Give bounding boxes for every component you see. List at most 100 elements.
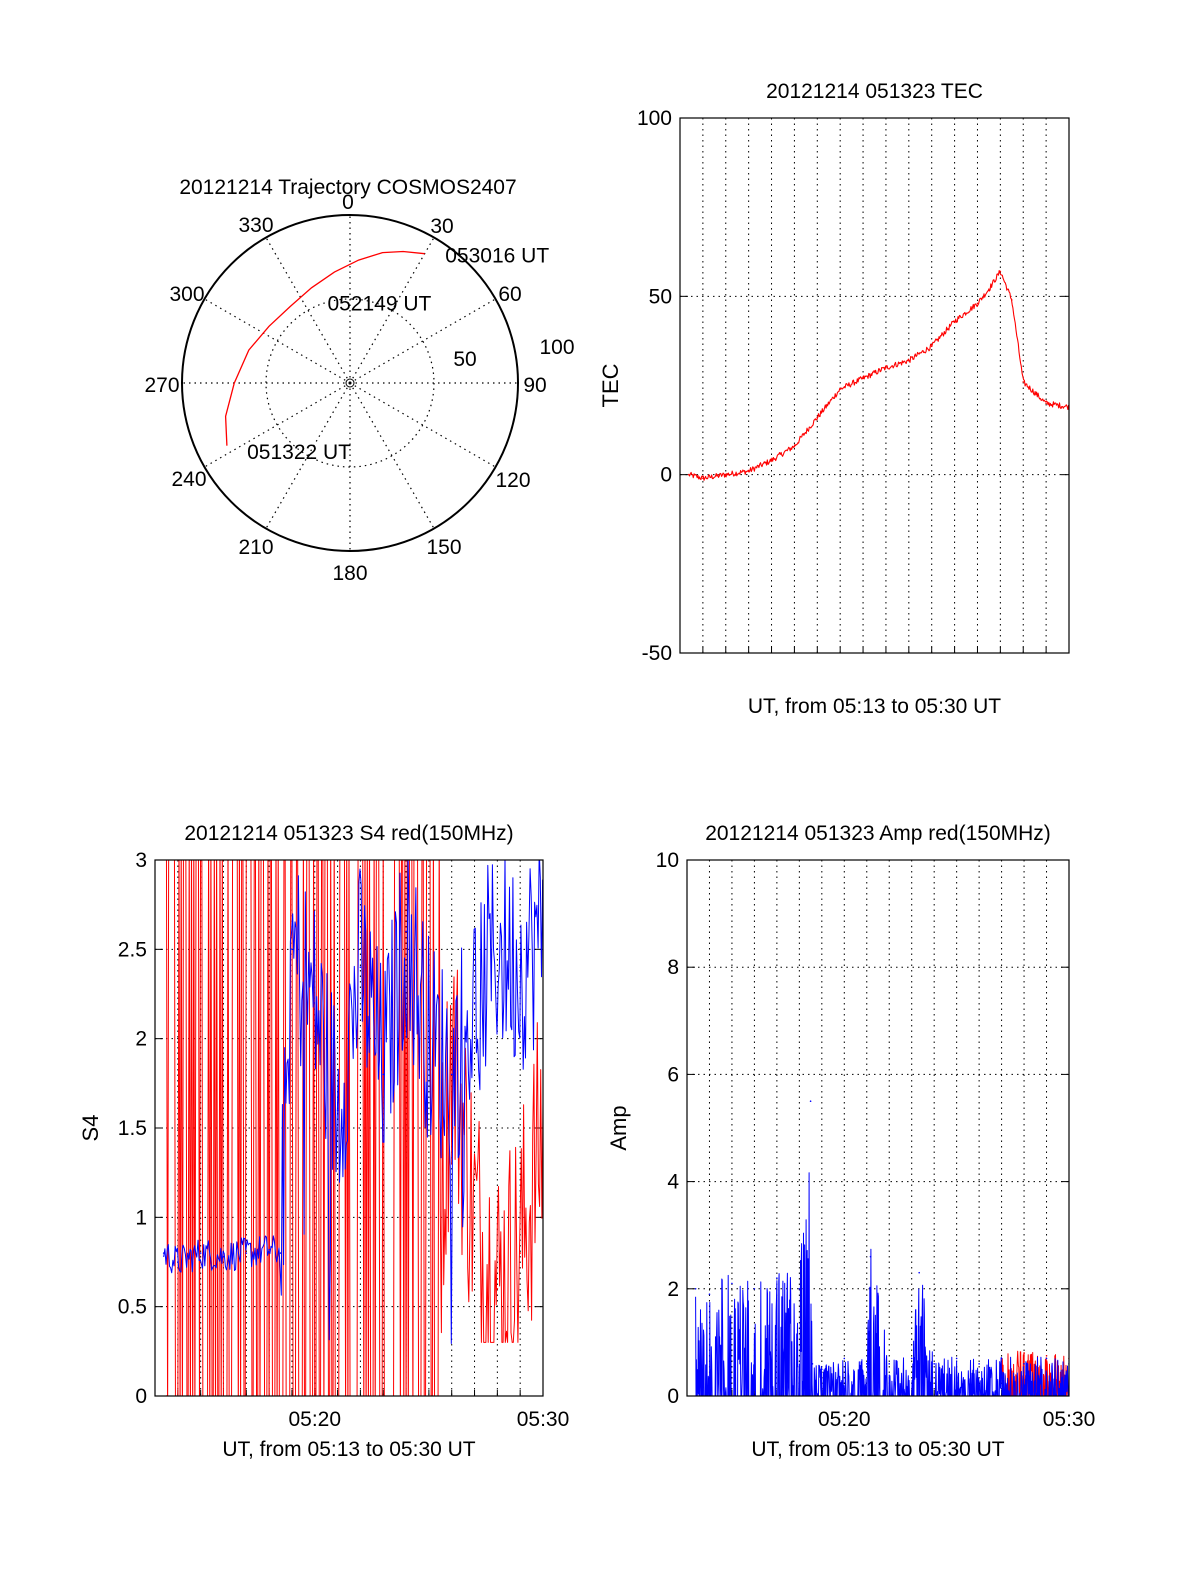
plot-frame	[679, 117, 1070, 654]
data-point	[496, 948, 499, 951]
radius-label: 50	[453, 348, 476, 371]
azimuth-gridline	[265, 382, 351, 529]
s4-chart: 0 0.5 1 1.5 2 2.5 3 05:20 05:30 20121214 051323 S…	[78, 822, 569, 1461]
azimuth-label: 270	[144, 374, 179, 397]
azimuth-label: 120	[495, 469, 530, 492]
y-tick-label: 8	[667, 956, 679, 979]
y-tick-label: 2	[667, 1278, 679, 1301]
data-point	[519, 1252, 521, 1254]
x-axis-label: UT, from 05:13 to 05:30 UT	[222, 1438, 475, 1461]
plot-frame	[686, 859, 1070, 1397]
data-point	[918, 1271, 920, 1274]
series-line	[688, 269, 1069, 481]
data-point	[724, 473, 727, 476]
y-tick-label: 0	[660, 464, 672, 487]
y-tick-label: 3	[135, 849, 147, 872]
data-point	[450, 1073, 453, 1076]
data-point	[816, 416, 819, 419]
data-point	[908, 359, 910, 362]
azimuth-label: 60	[498, 283, 521, 306]
data-point	[988, 288, 990, 291]
y-tick-label: 1.5	[118, 1117, 147, 1140]
data-point	[1023, 1352, 1025, 1354]
amp-chart: 0 2 4 6 8 10 05:20 05:30 20121214 051323 Amp red…	[606, 822, 1095, 1461]
azimuth-label: 210	[238, 536, 273, 559]
outer-horizon-circle	[181, 214, 519, 552]
y-tick-label: 0.5	[118, 1296, 147, 1319]
y-tick-label: 6	[667, 1063, 679, 1086]
azimuth-gridline	[349, 382, 496, 468]
data-point	[708, 1293, 711, 1295]
data-point	[177, 1261, 179, 1263]
azimuth-gridline	[265, 237, 351, 384]
data-point	[1022, 381, 1025, 383]
data-point	[519, 966, 521, 968]
series-line	[695, 1172, 1069, 1396]
data-point	[869, 1255, 872, 1258]
chart-title: 20121214 051323 Amp red(150MHz)	[705, 822, 1051, 845]
x-tick-label: 05:20	[288, 1408, 341, 1431]
time-annotation: 051322 UT	[247, 441, 351, 464]
y-tick-label: 2.5	[118, 938, 147, 961]
y-tick-label: 4	[667, 1171, 679, 1194]
data-point	[999, 270, 1002, 273]
azimuth-label: 180	[332, 562, 367, 585]
data-point	[978, 1363, 980, 1365]
y-tick-label: 2	[135, 1028, 147, 1051]
azimuth-label: 30	[430, 215, 453, 238]
data-point	[1000, 1357, 1003, 1360]
data-point	[702, 477, 704, 480]
data-point	[888, 1363, 891, 1365]
x-tick-label: 05:30	[517, 1408, 570, 1431]
y-tick-label: 10	[656, 849, 679, 872]
azimuth-label: 150	[426, 536, 461, 559]
azimuth-gridline	[349, 382, 435, 529]
chart-title: 20121214 Trajectory COSMOS2407	[179, 176, 516, 199]
y-axis-label: S4	[78, 1115, 103, 1142]
data-point	[496, 1288, 499, 1290]
data-point	[268, 1248, 270, 1251]
x-axis-label: UT, from 05:13 to 05:30 UT	[751, 1438, 1004, 1461]
series-line	[1001, 1350, 1069, 1396]
y-axis-label: TEC	[598, 363, 623, 407]
azimuth-gridline	[349, 237, 435, 384]
y-tick-label: 100	[637, 107, 672, 130]
y-tick-label: -50	[642, 642, 672, 665]
x-tick-label: 05:30	[1043, 1408, 1096, 1431]
data-point	[953, 320, 956, 323]
time-annotation: 052149 UT	[327, 293, 431, 316]
data-point	[694, 1288, 697, 1290]
data-point	[776, 1277, 778, 1279]
data-point	[336, 1109, 339, 1111]
y-tick-label: 50	[649, 285, 672, 308]
data-point	[450, 1037, 453, 1040]
x-axis-label: UT, from 05:13 to 05:30 UT	[748, 695, 1001, 718]
azimuth-gridline	[204, 298, 351, 384]
data-point	[1045, 1355, 1048, 1357]
data-point	[1023, 1363, 1025, 1365]
data-point	[747, 470, 750, 472]
satellite-trajectory-line	[224, 250, 425, 446]
y-tick-label: 1	[135, 1206, 147, 1229]
data-point	[1045, 1357, 1048, 1360]
data-point	[862, 377, 864, 380]
azimuth-gridline	[204, 382, 351, 468]
data-point	[811, 1363, 814, 1365]
series-group	[694, 1100, 1069, 1396]
data-point	[428, 1037, 430, 1040]
data-point	[199, 1252, 202, 1254]
chart-title: 20121214 051323 S4 red(150MHz)	[184, 822, 513, 845]
data-point	[865, 1363, 868, 1365]
tec-chart: -50 0 50 100 20121214 051323 TEC UT, from 05:…	[598, 80, 1070, 718]
data-point	[222, 1255, 225, 1258]
series-line	[163, 860, 543, 1344]
azimuth-label: 330	[238, 214, 273, 237]
data-point	[279, 1252, 282, 1254]
azimuth-label: 0	[342, 191, 354, 214]
data-point	[930, 345, 933, 348]
radius-label: 100	[539, 336, 574, 359]
data-point	[793, 445, 796, 447]
data-point	[843, 1357, 846, 1360]
